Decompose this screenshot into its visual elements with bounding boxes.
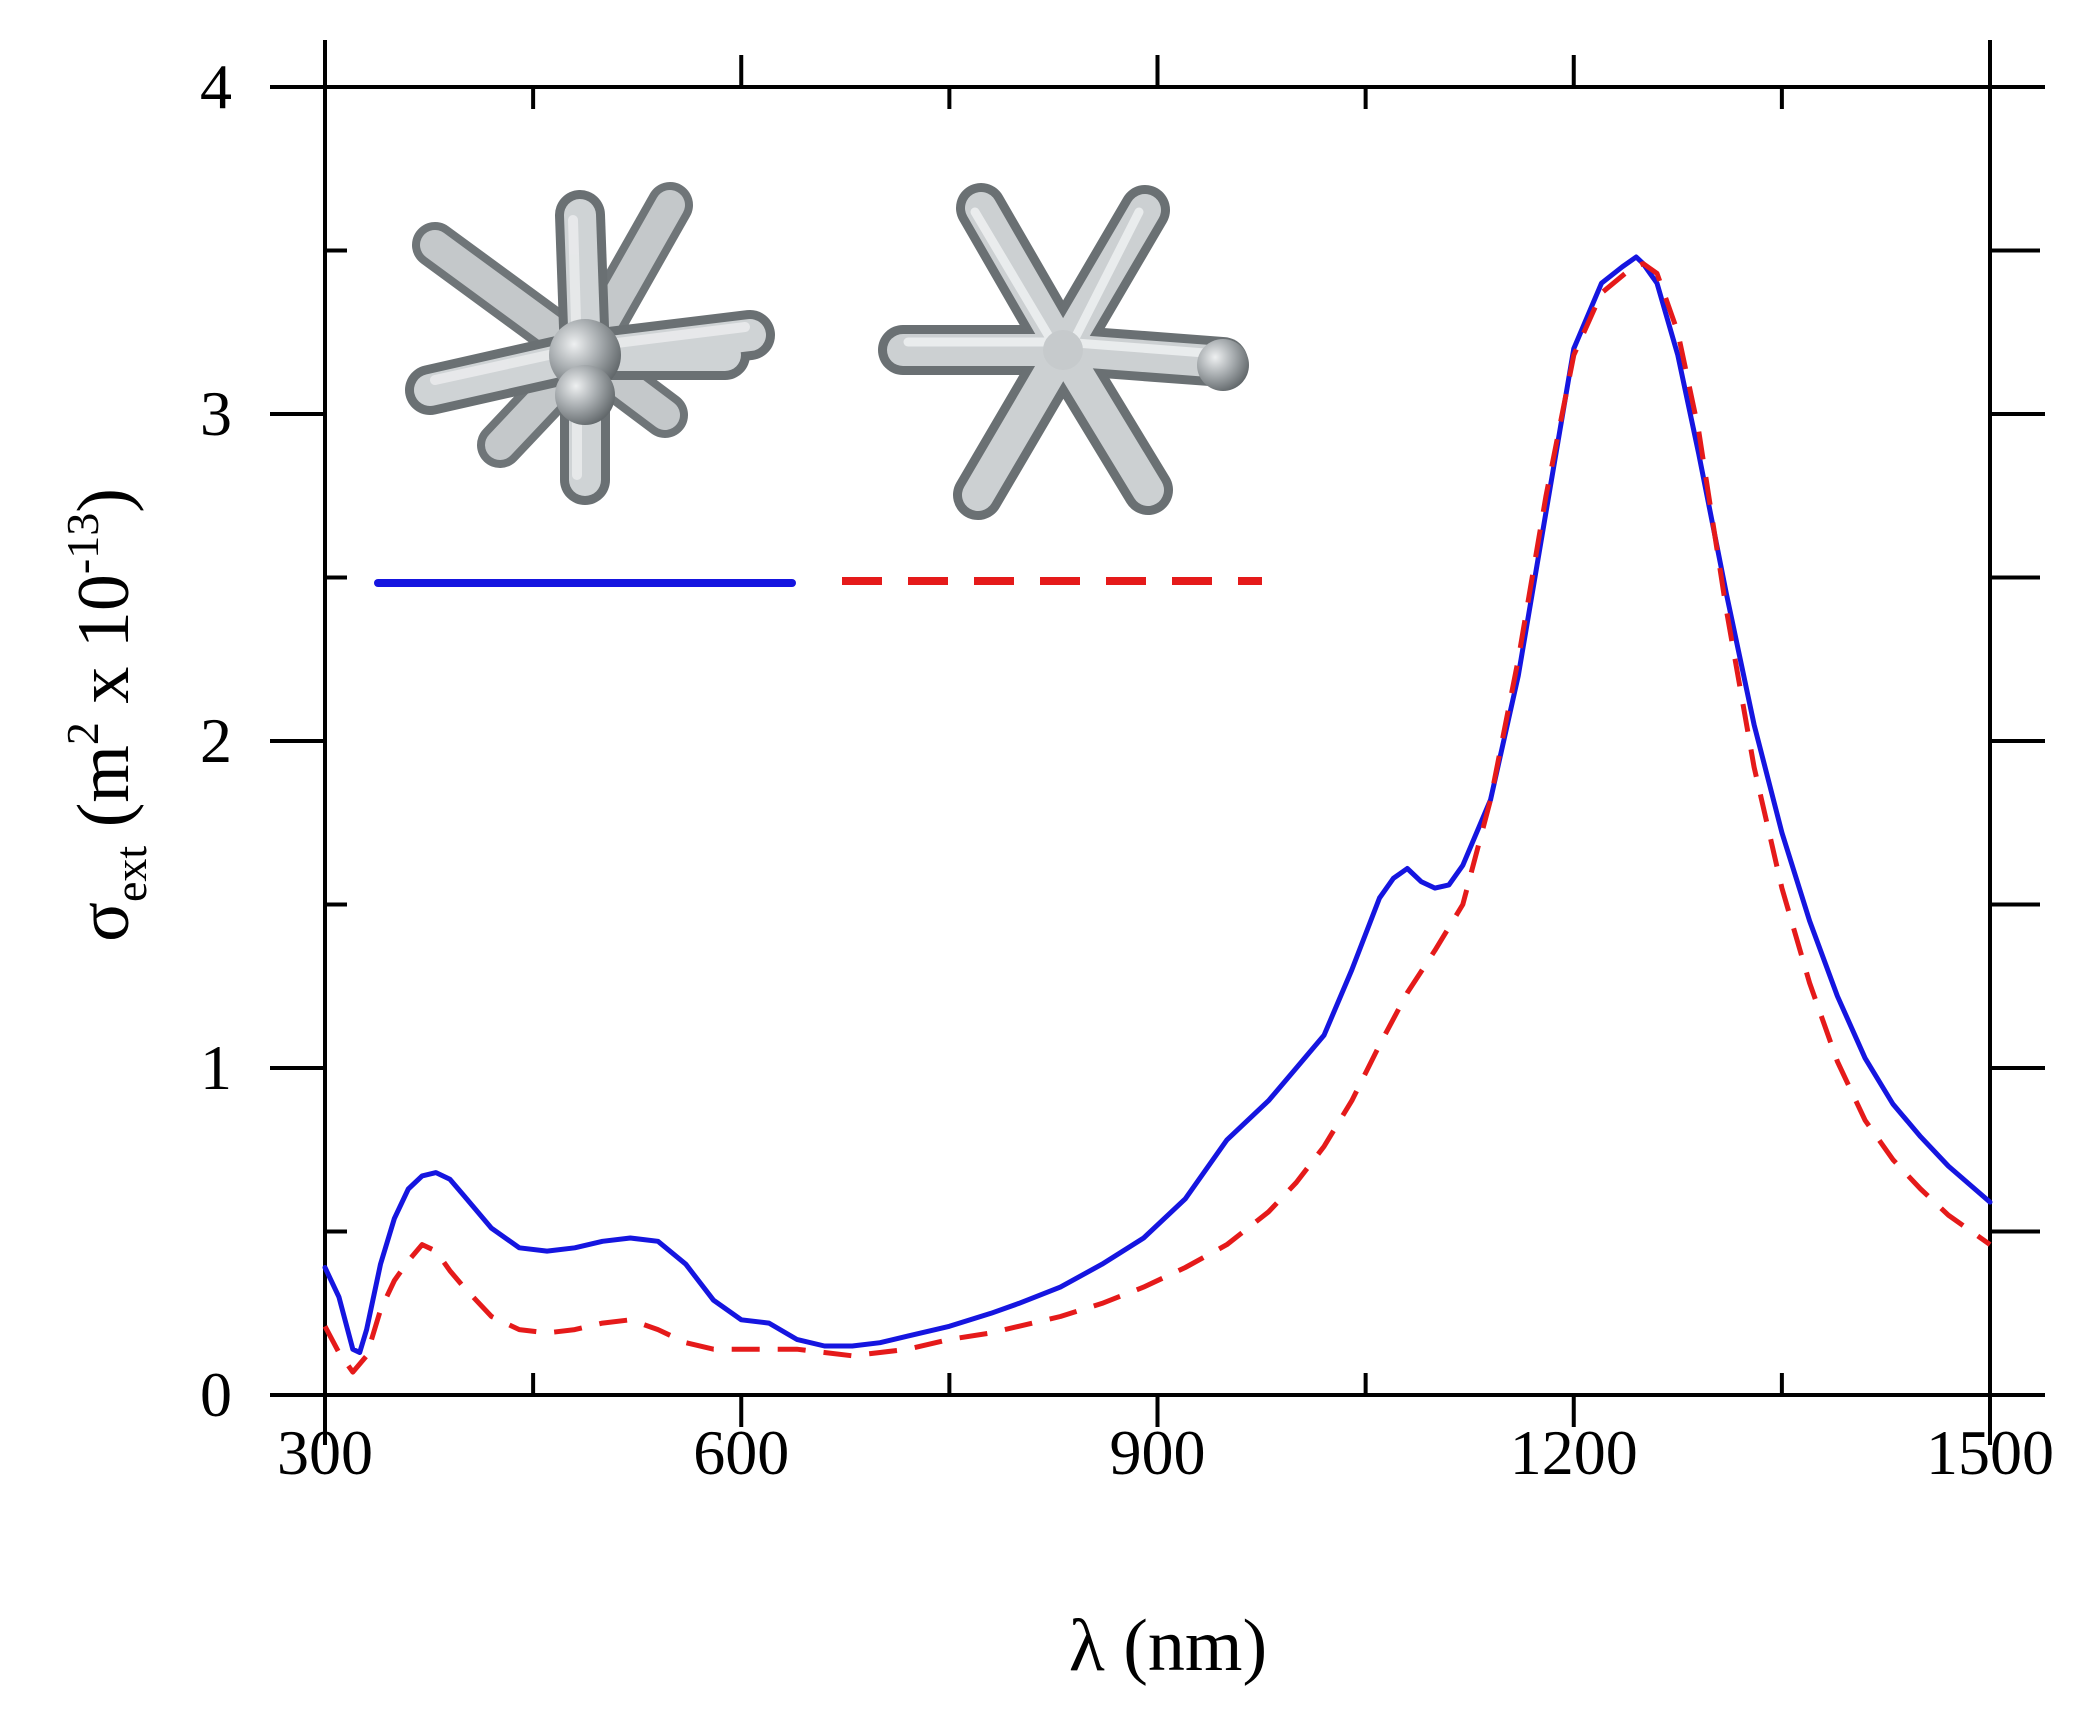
series-layer xyxy=(322,254,1993,1375)
y-axis-subscript: ext xyxy=(105,846,156,902)
x-tick-label: 1200 xyxy=(1510,1417,1638,1488)
y-tick-label: 0 xyxy=(200,1359,232,1430)
series-line-dashed xyxy=(322,261,1992,1375)
y-tick-label: 1 xyxy=(200,1032,232,1103)
y-axis-symbol: σ xyxy=(63,902,145,942)
axis-tick-labels: 300 600 900 1200 1500 0 1 2 3 4 xyxy=(200,51,2054,1488)
y-tick-label: 4 xyxy=(200,51,232,122)
nanostar-3d-icon xyxy=(405,182,775,505)
y-axis-unit-middle: x 10 xyxy=(63,574,145,722)
x-tick-label: 900 xyxy=(1110,1417,1206,1488)
plot-frame xyxy=(270,40,2045,1445)
axis-ticks xyxy=(270,55,2045,1427)
y-axis-title: σext (m2 x 10-13) xyxy=(57,488,156,942)
y-tick-label: 2 xyxy=(200,705,232,776)
nanostar-planar-icon xyxy=(878,183,1249,520)
series-line-solid xyxy=(322,254,1993,1355)
legend xyxy=(374,182,1262,587)
x-tick-label: 300 xyxy=(277,1417,373,1488)
x-axis-title: λ (nm) xyxy=(1069,1605,1267,1687)
y-axis-exp2: -13 xyxy=(57,513,108,574)
y-axis-unit-close: ) xyxy=(63,488,145,513)
y-axis-unit-open: (m xyxy=(63,745,145,846)
y-tick-label: 3 xyxy=(200,378,232,449)
x-tick-label: 600 xyxy=(693,1417,789,1488)
y-axis-exp1: 2 xyxy=(57,722,108,745)
x-tick-label: 1500 xyxy=(1926,1417,2054,1488)
